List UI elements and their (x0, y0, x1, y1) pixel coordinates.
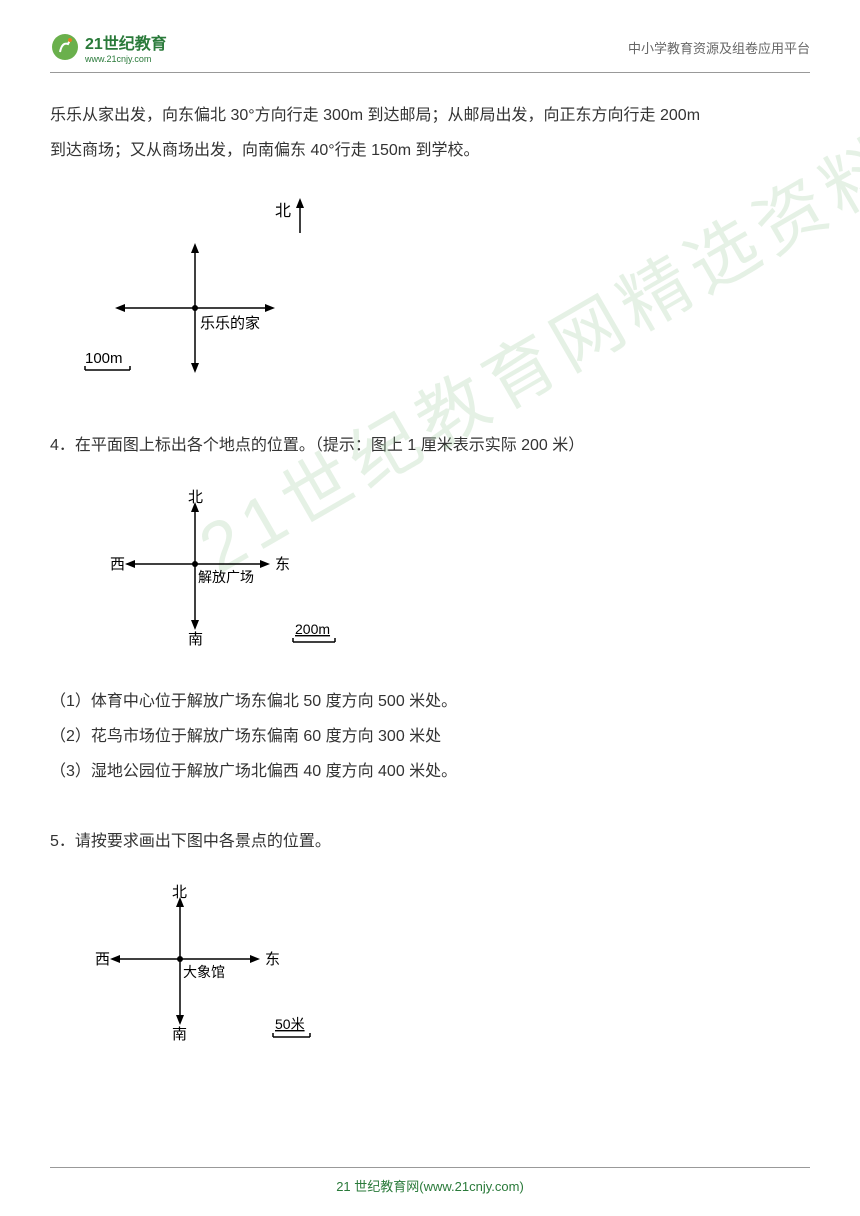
diagram-1: 北 乐乐的家 100m (80, 188, 810, 398)
logo: 21世纪教育 www.21cnjy.com (50, 30, 167, 64)
east-label-3: 东 (265, 951, 280, 968)
logo-url: www.21cnjy.com (85, 54, 167, 64)
west-label-2: 西 (110, 556, 125, 573)
east-label-2: 东 (275, 556, 290, 573)
scale-label-2: 200m (295, 621, 330, 637)
scale-label-3: 50米 (275, 1016, 305, 1032)
scale-label-1: 100m (85, 350, 123, 367)
page-header: 21世纪教育 www.21cnjy.com 中小学教育资源及组卷应用平台 (50, 30, 810, 73)
logo-text: 21世纪教育 (85, 36, 167, 53)
footer-text: 21 世纪教育网(www.21cnjy.com) (336, 1179, 524, 1194)
center-label-3: 大象馆 (183, 964, 225, 980)
west-label-3: 西 (95, 951, 110, 968)
logo-icon (50, 32, 80, 62)
center-label-1: 乐乐的家 (200, 315, 260, 332)
question-4: 4．在平面图上标出各个地点的位置。（提示：图上 1 厘米表示实际 200 米） (50, 428, 810, 463)
intro-line-1: 乐乐从家出发，向东偏北 30°方向行走 300m 到达邮局；从邮局出发，向正东方… (50, 98, 810, 133)
q4-item-3: （3）湿地公园位于解放广场北偏西 40 度方向 400 米处。 (50, 754, 810, 789)
diagram-2: 北 南 东 西 解放广场 200m (80, 484, 810, 654)
header-subtitle: 中小学教育资源及组卷应用平台 (628, 38, 810, 57)
north-label: 北 (275, 202, 291, 220)
q4-item-2: （2）花鸟市场位于解放广场东偏南 60 度方向 300 米处 (50, 719, 810, 754)
question-5: 5．请按要求画出下图中各景点的位置。 (50, 824, 810, 859)
intro-line-2: 到达商场；又从商场出发，向南偏东 40°行走 150m 到学校。 (50, 133, 810, 168)
center-label-2: 解放广场 (198, 569, 254, 585)
south-label-2: 南 (188, 631, 203, 648)
page-footer: 21 世纪教育网(www.21cnjy.com) (50, 1167, 810, 1196)
south-label-3: 南 (172, 1026, 187, 1043)
diagram-3: 北 南 东 西 大象馆 50米 (80, 879, 810, 1049)
q4-item-1: （1）体育中心位于解放广场东偏北 50 度方向 500 米处。 (50, 684, 810, 719)
main-content: 乐乐从家出发，向东偏北 30°方向行走 300m 到达邮局；从邮局出发，向正东方… (50, 98, 810, 1049)
intro-paragraph: 乐乐从家出发，向东偏北 30°方向行走 300m 到达邮局；从邮局出发，向正东方… (50, 98, 810, 168)
